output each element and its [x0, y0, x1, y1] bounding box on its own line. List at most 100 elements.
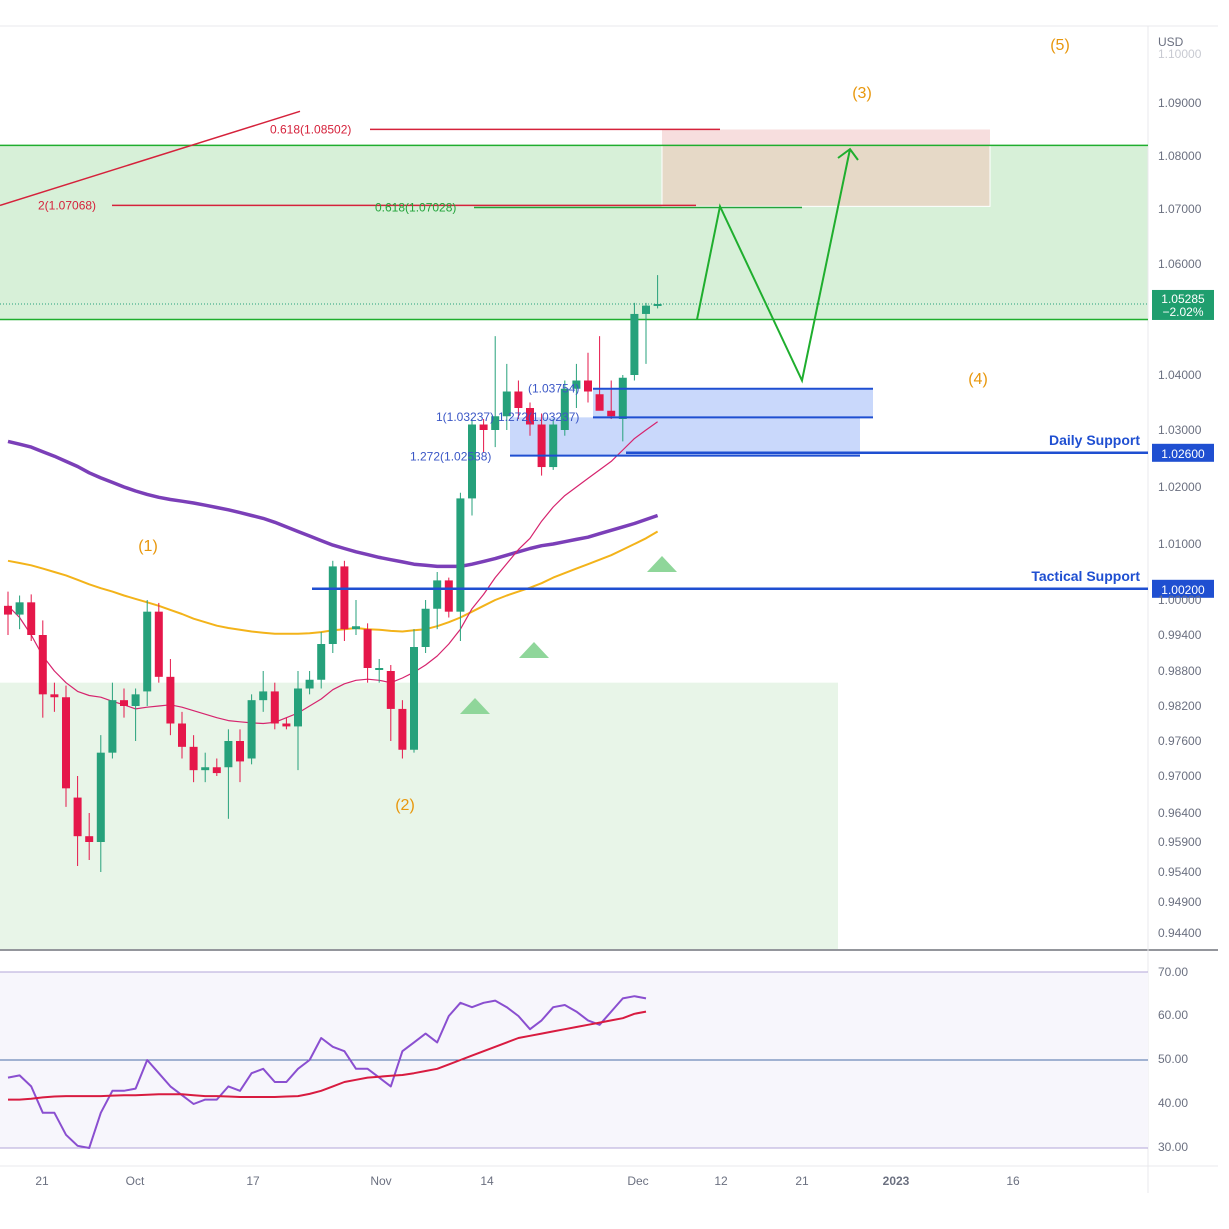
price-tick: 1.00000	[1158, 593, 1202, 607]
date-tick: 21	[795, 1174, 809, 1188]
last-price-tag	[1152, 289, 1214, 320]
candle-body	[398, 708, 407, 750]
candle-body	[572, 380, 581, 389]
candle-body	[131, 694, 140, 706]
candle-body	[537, 424, 546, 468]
target-zone-top	[662, 129, 990, 146]
projection-path	[696, 148, 851, 384]
candle-body	[189, 746, 198, 771]
currency-code-faded: 1.10000	[1158, 47, 1202, 61]
fib-label: 1.272(1.02538)	[410, 449, 491, 463]
candle-body	[618, 377, 627, 419]
target-zone	[661, 144, 991, 207]
signal-triangle	[647, 556, 677, 572]
candle-body	[584, 380, 592, 392]
support-label: Tactical Support	[1031, 568, 1140, 584]
date-tick: 21	[35, 1174, 49, 1188]
candle-body	[154, 611, 163, 677]
rsi-tick: 40.00	[1158, 1096, 1188, 1110]
rsi-tick: 70.00	[1158, 965, 1188, 979]
price-tick: 1.03000	[1158, 423, 1202, 437]
price-tick: 0.97600	[1158, 734, 1202, 748]
candle-body	[340, 566, 349, 630]
candle-body	[630, 313, 639, 375]
candle-body	[421, 608, 430, 647]
price-tick: 0.96400	[1158, 806, 1202, 820]
price-tick: 1.02000	[1158, 480, 1202, 494]
fib-label: 0.618(1.07028)	[375, 201, 456, 215]
date-tick: 2023	[883, 1174, 910, 1188]
support-price-value: 1.02600	[1161, 447, 1205, 461]
demand-box-upper	[593, 388, 873, 418]
price-tick: 0.94400	[1158, 926, 1202, 940]
candle-body	[15, 602, 24, 615]
candle-body	[224, 741, 233, 768]
wave-label: (4)	[968, 371, 988, 388]
candle-body	[282, 723, 291, 727]
date-tick: 12	[714, 1174, 728, 1188]
candle-body	[27, 602, 36, 635]
fib-label: (1.03754)	[528, 382, 579, 396]
signal-triangle	[460, 698, 490, 714]
fib-label: 2(1.07068)	[38, 198, 96, 212]
candle-body	[502, 391, 511, 417]
candle-body	[166, 676, 175, 724]
candle-body	[201, 767, 210, 771]
support-price-value: 1.00200	[1161, 583, 1205, 597]
candle-body	[375, 668, 384, 670]
price-tick: 0.94900	[1158, 895, 1202, 909]
price-tick: 1.01000	[1158, 537, 1202, 551]
date-tick: Nov	[370, 1174, 391, 1188]
price-tick: 0.98800	[1158, 664, 1202, 678]
candle-body	[363, 629, 372, 668]
candle-body	[236, 741, 244, 762]
wave-label: (5)	[1050, 37, 1070, 54]
candle-body	[50, 694, 59, 698]
currency-label: USD	[1158, 35, 1184, 49]
date-tick: 17	[246, 1174, 260, 1188]
candle-body	[479, 424, 488, 430]
candle-body	[85, 836, 94, 842]
date-tick: 16	[1006, 1174, 1020, 1188]
candle-body	[456, 498, 465, 612]
support-label: Daily Support	[1049, 432, 1140, 448]
last-price-value: 1.05285	[1161, 292, 1205, 306]
candle-body	[270, 691, 279, 724]
candle-body	[247, 700, 256, 759]
candle-body	[317, 644, 326, 680]
candle-body	[178, 723, 186, 747]
candle-body	[595, 394, 604, 411]
candle-body	[4, 605, 12, 615]
candle-body	[526, 408, 534, 425]
fib-label: 1.272(1.03237)	[498, 410, 579, 424]
price-tick: 0.95900	[1158, 835, 1202, 849]
support-price-tag	[1152, 443, 1214, 462]
candle-body	[73, 797, 82, 837]
red-trendline	[0, 110, 301, 207]
last-price-change: −2.02%	[1162, 305, 1203, 319]
fib-label: 0.618(1.08502)	[270, 122, 351, 136]
candle-body	[38, 635, 47, 695]
candle-body	[143, 611, 152, 692]
price-tick: 1.09000	[1158, 96, 1202, 110]
candle-body	[328, 566, 337, 644]
lower-demand-zone	[0, 682, 838, 949]
candle-body	[294, 688, 302, 727]
candle-body	[468, 424, 476, 499]
candle-body	[433, 580, 442, 609]
candle-body	[108, 700, 117, 753]
price-tick: 0.97000	[1158, 769, 1202, 783]
candle-body	[352, 626, 360, 630]
rsi-signal-line	[8, 1010, 647, 1101]
candle-body	[560, 388, 569, 430]
wave-label: (3)	[852, 85, 872, 102]
price-tick: 1.04000	[1158, 368, 1202, 382]
date-tick: 14	[480, 1174, 494, 1188]
candle-body	[410, 647, 418, 750]
candle-body	[514, 391, 523, 408]
date-tick: Dec	[627, 1174, 648, 1188]
candle-body	[642, 305, 650, 314]
candle-body	[212, 767, 221, 774]
rsi-tick: 50.00	[1158, 1052, 1188, 1066]
